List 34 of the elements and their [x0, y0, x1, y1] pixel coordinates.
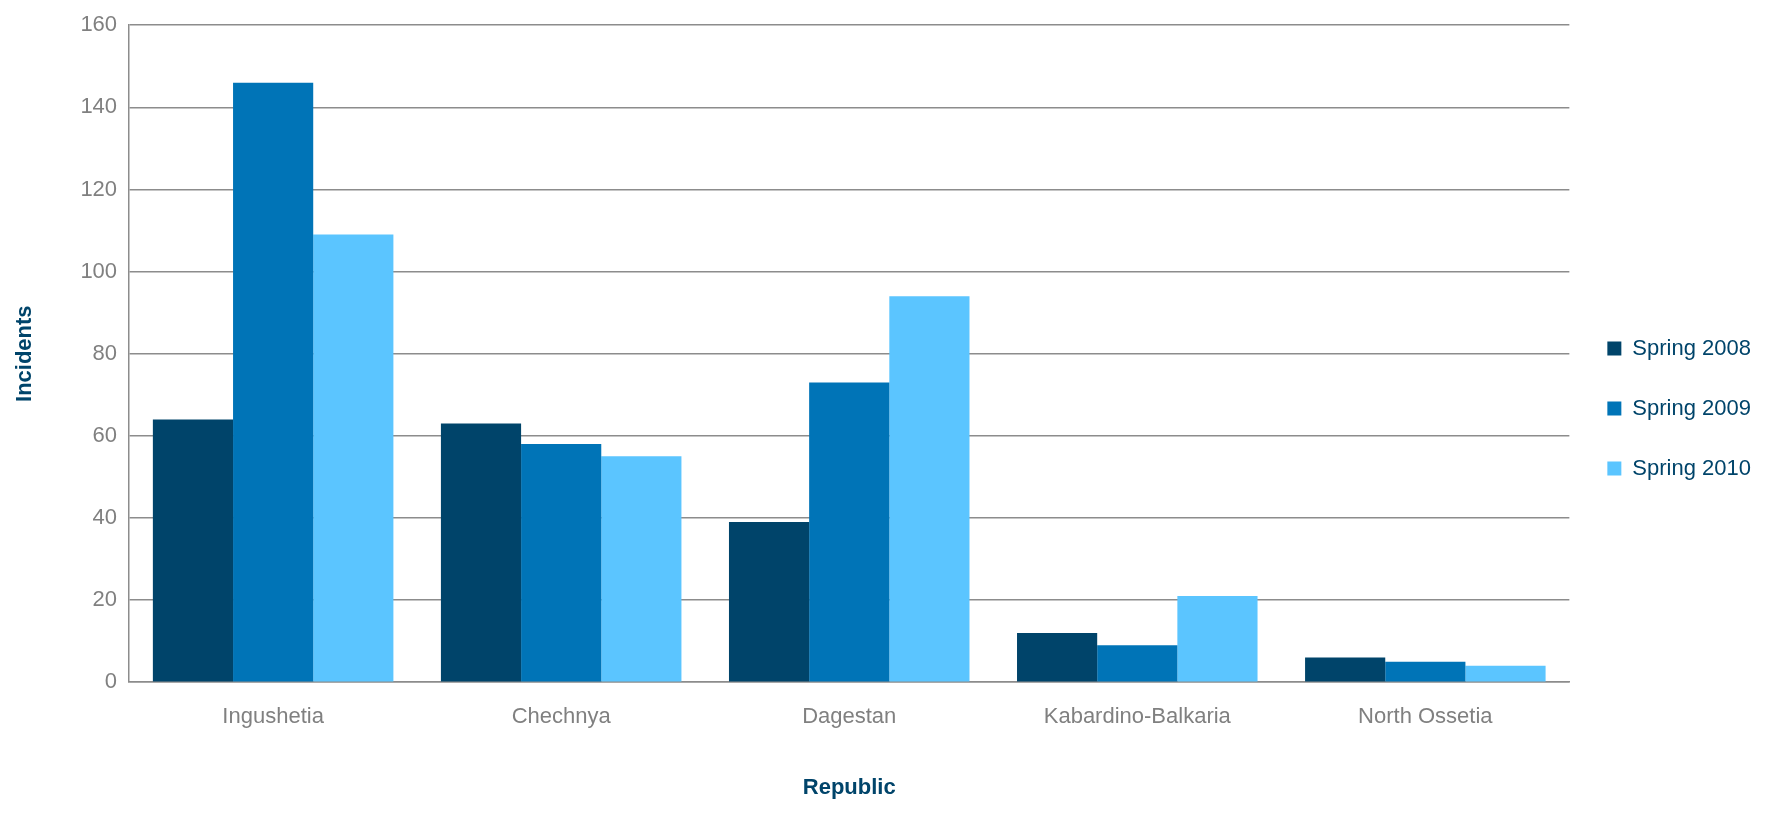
- y-tick-label: 60: [92, 421, 118, 447]
- bar: [1097, 645, 1178, 682]
- bar: [809, 382, 890, 682]
- bar: [601, 456, 682, 682]
- bar: [313, 234, 394, 682]
- y-tick-label: 40: [92, 504, 118, 530]
- bar: [521, 444, 602, 682]
- legend-label: Spring 2009: [1632, 394, 1752, 420]
- bar: [1465, 665, 1546, 682]
- x-axis-title: Republic: [802, 773, 896, 799]
- y-tick-label: 80: [92, 339, 118, 365]
- y-tick-label: 140: [80, 93, 118, 119]
- legend-label: Spring 2010: [1632, 454, 1752, 480]
- x-tick-label: Ingushetia: [222, 703, 325, 729]
- bar: [728, 522, 810, 682]
- bar: [889, 296, 970, 682]
- x-tick-label: Kabardino-Balkaria: [1043, 703, 1232, 729]
- y-axis-title: Incidents: [11, 305, 37, 402]
- bar: [1385, 661, 1466, 682]
- bar: [233, 82, 314, 682]
- bar: [1177, 595, 1258, 682]
- bar: [152, 419, 234, 682]
- x-tick-label: Dagestan: [802, 703, 897, 729]
- legend-label: Spring 2008: [1632, 334, 1752, 360]
- bar: [1017, 632, 1098, 682]
- bar: [1305, 657, 1386, 682]
- y-tick-label: 20: [92, 586, 118, 612]
- y-tick-label: 100: [80, 257, 118, 283]
- y-tick-label: 120: [80, 175, 118, 201]
- bar: [440, 423, 522, 682]
- x-tick-label: North Ossetia: [1358, 703, 1494, 729]
- y-tick-label: 160: [80, 11, 118, 37]
- x-tick-label: Chechnya: [511, 703, 612, 729]
- y-tick-label: 0: [104, 668, 118, 694]
